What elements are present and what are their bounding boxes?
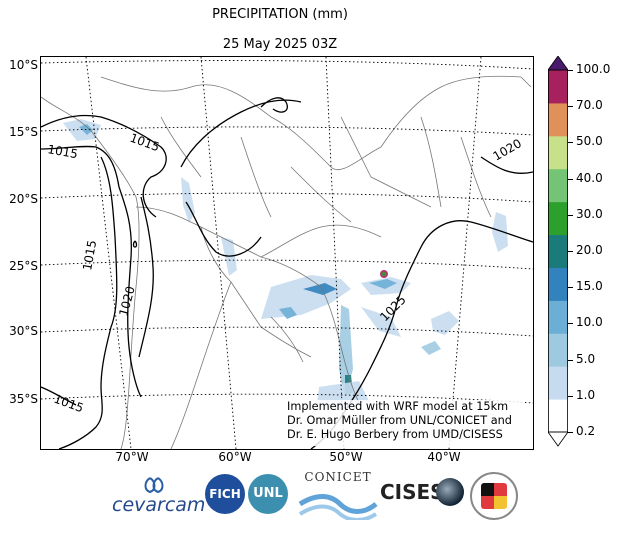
colorbar-extend-top [548,56,568,71]
colorbar-tick-label: 30.0 [576,206,603,221]
colorbar-extend-bottom [548,431,568,447]
colorbar-band [548,135,568,170]
credit-line: Implemented with WRF model at 15km [287,400,509,413]
lon-label: 60°W [218,450,252,464]
credit-line: Dr. E. Hugo Berbery from UMD/CISESS [287,428,503,441]
colorbar-tick-mark [568,142,573,144]
lat-label: 20°S [9,192,38,206]
precip-areas [63,119,508,411]
colorbar-tick-mark [568,178,573,180]
precip-patch [181,177,195,223]
colorbar-tick-label: 15.0 [576,279,603,294]
lat-label: 30°S [9,324,38,338]
colorbar-band [548,366,568,400]
isobar-label: 1015 [46,142,79,161]
figure-subtitle: 25 May 2025 03Z [222,37,338,52]
precip-patch [361,307,401,337]
lat-label: 25°S [9,259,38,273]
cevarcam-emblem [144,477,164,494]
lat-label: 10°S [9,58,38,72]
cevarcam-text: cevarcam [112,494,206,516]
colorbar-tick-label: 100.0 [576,62,611,76]
maryland-flag-icon [481,483,507,509]
precip-patch [369,279,397,289]
lon-label: 40°W [427,450,461,464]
colorbar-tick-mark [568,323,573,325]
conicet-text: CONICET [304,470,372,484]
colorbar-tick-mark [568,287,573,289]
country-borders [41,75,532,449]
unl-logo: UNL [248,474,288,514]
fich-logo: FICH [205,474,245,514]
figure-title: PRECIPITATION (mm) [212,7,348,22]
cevarcam-logo: cevarcam [112,472,206,520]
colorbar-tick-mark [568,432,573,433]
colorbar-tick-label: 70.0 [576,98,603,113]
isobar-label: 1015 [52,392,85,416]
colorbar-tick-label: 1.0 [576,387,596,402]
map-panel: 1015 1015 1015 1015 1020 1020 1025 [40,56,534,450]
colorbar-tick-mark [568,395,573,397]
lat-label: 35°S [9,392,38,406]
colorbar-tick-label: 40.0 [576,170,603,185]
colorbar-tick-mark [568,214,573,216]
graticule [41,57,533,449]
colorbar-band [548,70,568,104]
precip-patch [431,311,459,335]
colorbar-band [548,102,568,137]
umd-seal-logo [470,472,518,520]
colorbar-tick-label: 50.0 [576,134,603,149]
colorbar-tick-mark [568,359,573,361]
precip-patch [492,212,508,252]
credit-backdrop [285,400,525,446]
map-canvas: 1015 1015 1015 1015 1020 1020 1025 [41,57,533,449]
globe-icon [436,478,464,506]
credit-line: Dr. Omar Müller from UNL/CONICET and [287,414,512,427]
colorbar-tick-mark [568,106,573,108]
precip-patch [261,275,351,319]
isobars [41,97,533,449]
colorbar-band [548,234,568,268]
conicet-waves [298,494,378,520]
colorbar-band [548,168,568,203]
unl-text: UNL [253,486,283,501]
colorbar-band [548,201,568,236]
lon-label: 50°W [329,450,363,464]
precip-cell [382,272,386,276]
lon-label: 70°W [115,450,149,464]
colorbar-tick-label: 0.2 [576,424,596,438]
colorbar-tick-mark [568,70,573,71]
precip-patch [279,307,297,319]
isobar-label: 1020 [491,136,524,163]
colorbar [548,56,568,447]
isobar-labels: 1015 1015 1015 1015 1020 1020 1025 [46,131,523,416]
precip-patch [421,341,441,355]
colorbar-tick-label: 10.0 [576,315,603,330]
colorbar-band [548,333,568,367]
cisess-logo: CISESS [380,478,464,512]
colorbar-band [548,300,568,334]
colorbar-band [548,267,568,301]
colorbar-band [548,399,568,433]
colorbar-tick-label: 5.0 [576,351,596,366]
colorbar-frame [548,69,568,433]
isobar-label: 1015 [128,131,161,155]
conicet-logo: CONICET [296,470,380,520]
colorbar-tick-mark [568,251,573,252]
isobar-label: 1015 [80,239,99,272]
precip-patch [303,283,337,295]
colorbar-tick-label: 20.0 [576,243,603,257]
lat-label: 15°S [9,125,38,139]
fich-text: FICH [209,487,241,501]
